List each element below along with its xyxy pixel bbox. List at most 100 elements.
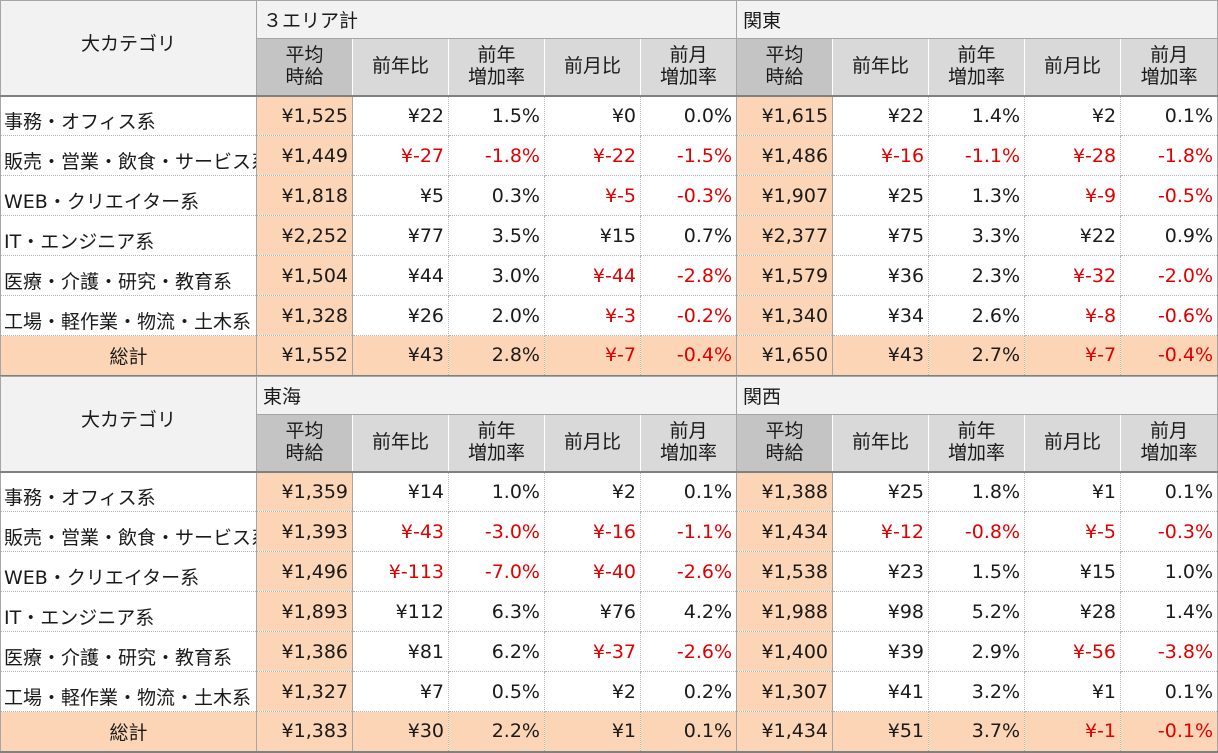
- value-cell: ¥-28: [1024, 135, 1122, 176]
- column-header: 前月 増加率: [640, 414, 738, 473]
- column-header-text: 増加率: [660, 65, 718, 88]
- value-cell: ¥81: [352, 631, 449, 672]
- value-cell: ¥-8: [1024, 295, 1122, 336]
- category-label: 販売・営業・飲食・サービス系: [0, 135, 257, 176]
- value-cell: -0.3%: [640, 175, 738, 216]
- table-row: 販売・営業・飲食・サービス系 ¥1,393 ¥-43 -3.0% ¥-16 -1.1% ¥1…: [0, 511, 1218, 552]
- value-cell: ¥112: [352, 591, 449, 632]
- wage-table-bottom: 大カテゴリ 東海 関西 平均 時給 前年比 前年 増加率 前月比 前月 増加率 平均 時給 前年比 前年 増加…: [0, 376, 1218, 753]
- column-header-text: 前年比: [371, 55, 429, 78]
- value-cell: ¥1,383: [256, 711, 353, 753]
- table-row: 事務・オフィス系 ¥1,525 ¥22 1.5% ¥0 0.0% ¥1,615 ¥22 1.4%…: [0, 95, 1218, 136]
- value-cell: -0.6%: [1120, 295, 1218, 336]
- value-cell: 3.0%: [448, 255, 545, 296]
- category-label: IT・エンジニア系: [0, 215, 257, 256]
- region-header: 東海: [255, 376, 738, 415]
- column-header: 平均 時給: [256, 38, 353, 97]
- column-header-text: 前月: [669, 44, 708, 67]
- value-cell: ¥15: [544, 215, 641, 256]
- column-header-text: 平均: [765, 44, 804, 67]
- column-header-text: 前月比: [1044, 55, 1102, 78]
- value-cell: 0.3%: [448, 175, 545, 216]
- total-row: 総計 ¥1,552 ¥43 2.8% ¥-7 -0.4% ¥1,650 ¥43 2.7% ¥-7-…: [0, 335, 1218, 377]
- value-cell: ¥25: [832, 175, 930, 216]
- column-header-text: 前年比: [852, 431, 910, 454]
- value-cell: -2.8%: [640, 255, 738, 296]
- value-cell: ¥1,386: [256, 631, 353, 672]
- value-cell: -0.8%: [928, 511, 1026, 552]
- value-cell: 1.0%: [1120, 551, 1218, 592]
- value-cell: 1.4%: [1120, 591, 1218, 632]
- column-header-row: 平均 時給 前年比 前年 増加率 前月比 前月 増加率 平均 時給 前年比 前年 増加率 前月比 前月 増加率: [1, 414, 1218, 473]
- value-cell: ¥-43: [352, 511, 449, 552]
- total-row: 総計 ¥1,383 ¥30 2.2% ¥1 0.1% ¥1,434 ¥51 3.7% ¥-1 -0.…: [0, 711, 1218, 753]
- table-row: 販売・営業・飲食・サービス系 ¥1,449 ¥-27 -1.8% ¥-22 -1.5% ¥1…: [0, 135, 1218, 176]
- value-cell: -3.0%: [448, 511, 545, 552]
- value-cell: ¥-32: [1024, 255, 1122, 296]
- value-cell: ¥1,496: [256, 551, 353, 592]
- column-header-text: 増加率: [948, 441, 1006, 464]
- total-label: 総計: [0, 711, 257, 753]
- value-cell: ¥1,340: [736, 295, 834, 336]
- value-cell: ¥-16: [544, 511, 641, 552]
- category-header: 大カテゴリ: [0, 0, 257, 97]
- value-cell: ¥1,328: [256, 295, 353, 336]
- value-cell: ¥77: [352, 215, 449, 256]
- column-header-text: 時給: [765, 65, 804, 88]
- column-header-text: 増加率: [660, 441, 718, 464]
- column-header: 前月比: [1024, 414, 1122, 473]
- table-row: WEB・クリエイター系 ¥1,496 ¥-113 -7.0% ¥-40 -2.6% ¥1,5…: [0, 551, 1218, 592]
- value-cell: ¥1,359: [256, 471, 353, 512]
- category-label: 工場・軽作業・物流・土木系: [0, 295, 257, 336]
- value-cell: ¥-3: [544, 295, 641, 336]
- column-header: 前月 増加率: [1120, 414, 1218, 473]
- column-header: 前月比: [544, 414, 641, 473]
- column-header: 前年 増加率: [928, 414, 1026, 473]
- column-header: 平均 時給: [736, 414, 834, 473]
- column-header-text: 増加率: [1140, 65, 1198, 88]
- column-header-text: 時給: [285, 65, 324, 88]
- column-header-text: 増加率: [467, 441, 525, 464]
- value-cell: 1.0%: [448, 471, 545, 512]
- value-cell: -2.6%: [640, 631, 738, 672]
- value-cell: 2.0%: [448, 295, 545, 336]
- value-cell: ¥51: [832, 711, 930, 753]
- value-cell: ¥1: [1024, 471, 1122, 512]
- value-cell: ¥1,388: [736, 471, 834, 512]
- category-header: 大カテゴリ: [0, 376, 257, 473]
- value-cell: -2.0%: [1120, 255, 1218, 296]
- column-header-text: 前月比: [563, 431, 621, 454]
- value-cell: ¥76: [544, 591, 641, 632]
- value-cell: ¥1,893: [256, 591, 353, 632]
- value-cell: ¥1,650: [736, 335, 834, 377]
- value-cell: 1.5%: [928, 551, 1026, 592]
- category-label: 医療・介護・研究・教育系: [0, 255, 257, 296]
- column-header: 前年比: [352, 38, 449, 97]
- region-header-row: 大カテゴリ ３エリア計 関東: [0, 0, 1218, 97]
- value-cell: 0.7%: [640, 215, 738, 256]
- value-cell: ¥1,449: [256, 135, 353, 176]
- value-cell: 3.5%: [448, 215, 545, 256]
- value-cell: 1.8%: [928, 471, 1026, 512]
- column-header: 前年比: [832, 38, 930, 97]
- value-cell: ¥1,907: [736, 175, 834, 216]
- table-row: 工場・軽作業・物流・土木系 ¥1,327 ¥7 0.5% ¥2 0.2% ¥1,307 ¥41…: [0, 671, 1218, 712]
- value-cell: -0.1%: [1120, 711, 1218, 753]
- value-cell: 6.3%: [448, 591, 545, 632]
- value-cell: ¥-9: [1024, 175, 1122, 216]
- value-cell: ¥1,988: [736, 591, 834, 632]
- value-cell: 2.7%: [928, 335, 1026, 377]
- value-cell: ¥-37: [544, 631, 641, 672]
- column-header-text: 時給: [765, 441, 804, 464]
- table-row: 事務・オフィス系 ¥1,359 ¥14 1.0% ¥2 0.1% ¥1,388 ¥25 1.8%…: [0, 471, 1218, 512]
- value-cell: ¥7: [352, 671, 449, 712]
- column-header: 前月 増加率: [1120, 38, 1218, 97]
- value-cell: 0.1%: [1120, 671, 1218, 712]
- column-header-text: 前年: [957, 44, 996, 67]
- category-label: WEB・クリエイター系: [0, 175, 257, 216]
- value-cell: ¥-7: [544, 335, 641, 377]
- value-cell: 0.1%: [640, 711, 738, 753]
- value-cell: ¥44: [352, 255, 449, 296]
- column-header: 平均 時給: [256, 414, 353, 473]
- value-cell: -1.1%: [928, 135, 1026, 176]
